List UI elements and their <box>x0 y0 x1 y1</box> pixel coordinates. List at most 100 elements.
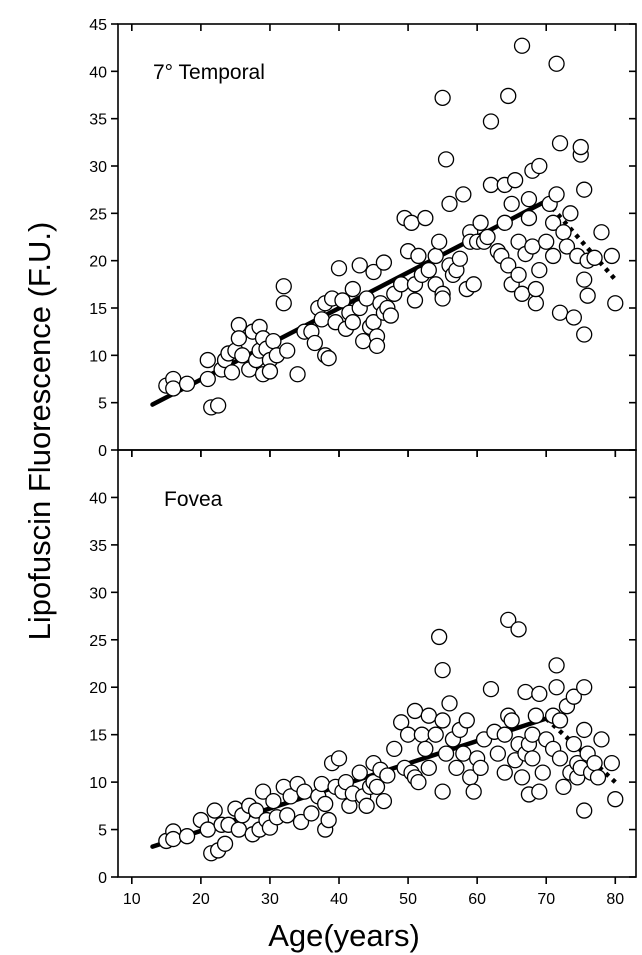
data-point <box>410 773 427 791</box>
data-point <box>551 750 569 767</box>
y-tick-label: 0 <box>98 443 107 460</box>
y-tick-label: 10 <box>89 348 107 365</box>
data-point <box>565 736 582 753</box>
data-point <box>320 350 337 367</box>
data-point <box>513 37 531 54</box>
data-point <box>451 250 469 267</box>
data-point <box>513 285 531 302</box>
data-point <box>531 783 548 800</box>
data-point <box>427 247 444 265</box>
data-point <box>386 740 403 758</box>
x-tick-label: 50 <box>399 891 417 908</box>
data-point <box>551 135 569 152</box>
data-point <box>355 332 372 350</box>
y-tick-label: 30 <box>89 159 107 176</box>
data-point <box>434 783 451 800</box>
data-point <box>365 263 382 281</box>
data-point <box>551 304 569 321</box>
data-point <box>375 254 393 271</box>
data-point <box>496 764 513 781</box>
data-point <box>510 266 527 284</box>
data-point <box>576 679 593 696</box>
data-point <box>503 712 520 729</box>
data-point <box>527 707 545 724</box>
data-point <box>261 363 279 380</box>
data-point <box>247 802 265 819</box>
plot-frame <box>117 449 637 878</box>
data-point <box>482 113 500 130</box>
data-point <box>320 811 337 829</box>
data-point <box>496 726 513 743</box>
data-point <box>265 792 282 810</box>
data-point <box>406 702 424 720</box>
data-point <box>517 683 534 701</box>
data-point <box>230 330 248 347</box>
y-tick-label: 0 <box>98 870 107 887</box>
data-point <box>576 802 593 819</box>
data-point <box>334 292 351 309</box>
data-point <box>199 370 216 388</box>
y-tick-label: 15 <box>89 728 107 745</box>
data-point <box>351 257 368 274</box>
data-point <box>344 314 361 331</box>
data-point <box>279 807 296 824</box>
data-point <box>216 835 234 852</box>
data-point <box>500 257 517 274</box>
data-point <box>538 233 555 250</box>
fit-line-dotted <box>544 199 617 282</box>
data-point <box>531 261 548 279</box>
data-point <box>603 754 620 772</box>
data-point <box>551 712 569 729</box>
data-point <box>427 726 444 743</box>
data-point <box>593 224 610 241</box>
data-point <box>500 87 517 105</box>
y-tick-label: 15 <box>89 301 107 318</box>
panel-title: 7° Temporal <box>153 61 265 84</box>
data-point <box>458 712 475 729</box>
data-point <box>209 397 227 414</box>
data-point <box>524 726 541 743</box>
data-point <box>292 813 310 831</box>
data-point <box>534 764 551 781</box>
data-point <box>479 228 496 246</box>
y-tick-label: 20 <box>89 254 107 271</box>
data-point <box>527 280 545 298</box>
data-point <box>417 740 434 758</box>
data-point <box>548 55 565 72</box>
data-point <box>527 295 545 312</box>
data-point <box>358 290 375 307</box>
data-point <box>472 214 489 231</box>
data-point <box>437 151 455 168</box>
data-point <box>420 707 437 724</box>
data-point <box>289 366 306 383</box>
x-tick-label: 70 <box>537 891 555 908</box>
data-point <box>510 621 527 638</box>
data-point <box>199 821 216 838</box>
data-point <box>544 247 562 265</box>
data-point <box>399 726 417 743</box>
data-point <box>393 714 410 731</box>
data-point <box>489 745 507 762</box>
data-point <box>548 679 565 696</box>
data-point <box>279 342 296 359</box>
data-point <box>230 821 248 838</box>
data-point <box>344 280 361 298</box>
x-tick-label: 60 <box>468 891 486 908</box>
y-tick-label: 35 <box>89 112 107 129</box>
y-tick-label: 20 <box>89 680 107 697</box>
x-tick-label: 10 <box>123 891 141 908</box>
chart-panel-2: 0 5 10 15 20 25 30 35 40 10 20 30 40 50 60 70 80 Fovea <box>89 449 637 908</box>
data-point <box>199 351 216 369</box>
data-point <box>565 309 582 326</box>
data-point <box>531 685 548 703</box>
data-point <box>555 778 572 796</box>
data-point <box>178 375 196 392</box>
y-tick-label: 45 <box>89 17 107 34</box>
data-point <box>165 830 182 848</box>
x-tick-label: 40 <box>330 891 348 908</box>
data-point <box>524 750 541 767</box>
data-point <box>441 695 458 712</box>
y-tick-label: 25 <box>89 206 107 223</box>
data-point <box>455 745 472 762</box>
data-point <box>351 764 368 781</box>
